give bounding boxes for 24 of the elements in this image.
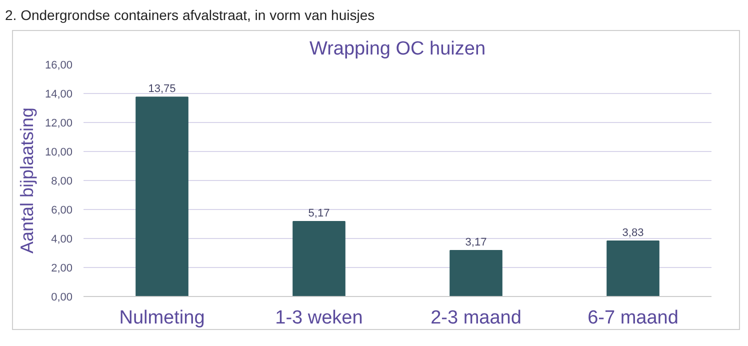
y-tick-label: 6,00 — [51, 204, 73, 216]
bar — [292, 221, 346, 296]
y-tick-label: 12,00 — [44, 118, 73, 130]
y-tick-label: 0,00 — [51, 292, 73, 304]
data-label: 3,83 — [622, 226, 644, 239]
y-tick-label: 14,00 — [44, 88, 73, 100]
bar — [606, 240, 660, 296]
y-axis-title: Aantal bijplaatsing — [16, 107, 37, 254]
y-tick-label: 10,00 — [44, 146, 73, 158]
data-label: 5,17 — [308, 208, 330, 220]
x-tick-label: 6-7 maand — [588, 308, 678, 328]
bar — [136, 96, 188, 296]
y-tick-label: 4,00 — [51, 234, 73, 246]
data-label: 3,17 — [465, 236, 487, 249]
chart-title: Wrapping OC huizen — [309, 38, 486, 60]
y-tick-label: 16,00 — [44, 60, 73, 72]
x-tick-label: 1-3 weken — [275, 308, 363, 328]
text: 2. Ondergrondse containers afvalstraat, in vorm van huisjes — [5, 6, 375, 25]
y-tick-label: 8,00 — [51, 176, 73, 188]
y-tick-label: 2,00 — [51, 262, 73, 274]
x-tick-label: Nulmeting — [119, 308, 205, 328]
bar — [450, 250, 502, 296]
data-label: 13,75 — [148, 83, 176, 96]
x-tick-label: 2-3 maand — [430, 308, 522, 328]
